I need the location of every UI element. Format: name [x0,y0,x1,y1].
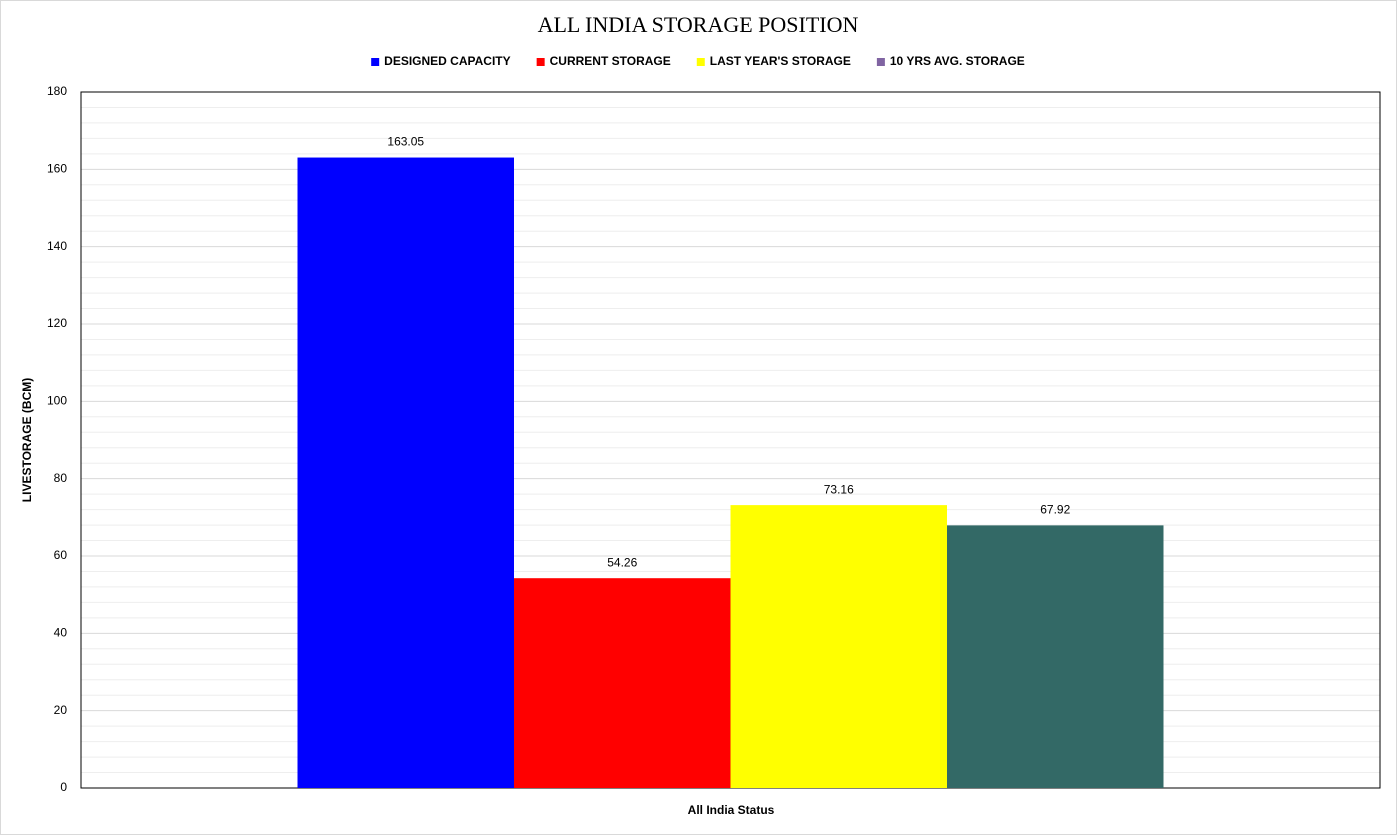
y-tick-label: 160 [47,162,67,176]
bar [730,505,947,788]
legend-swatch [371,58,380,66]
legend-swatch [536,58,545,66]
y-tick-label: 60 [54,548,68,562]
y-tick-label: 80 [54,471,68,485]
y-tick-label: 140 [47,239,67,253]
y-tick-label: 40 [54,626,68,640]
chart-title: ALL INDIA STORAGE POSITION [538,12,859,37]
legend-label: LAST YEAR'S STORAGE [710,54,851,68]
legend-swatch [876,58,885,66]
data-label: 67.92 [1040,503,1070,517]
legend-label: 10 YRS AVG. STORAGE [890,54,1025,68]
legend-label: CURRENT STORAGE [550,54,671,68]
y-tick-label: 20 [54,703,68,717]
y-axis-label: LIVESTORAGE (BCM) [20,378,34,502]
bar [947,525,1164,788]
data-label: 54.26 [607,555,637,569]
y-tick-label: 180 [47,84,67,98]
y-tick-label: 100 [47,394,67,408]
legend-swatch [696,58,705,66]
bar [514,578,731,788]
x-axis-label: All India Status [688,803,775,817]
y-tick-label: 0 [60,780,67,794]
y-tick-label: 120 [47,316,67,330]
data-label: 163.05 [387,135,424,149]
bar [297,157,514,789]
legend-label: DESIGNED CAPACITY [384,54,510,68]
data-label: 73.16 [824,482,854,496]
